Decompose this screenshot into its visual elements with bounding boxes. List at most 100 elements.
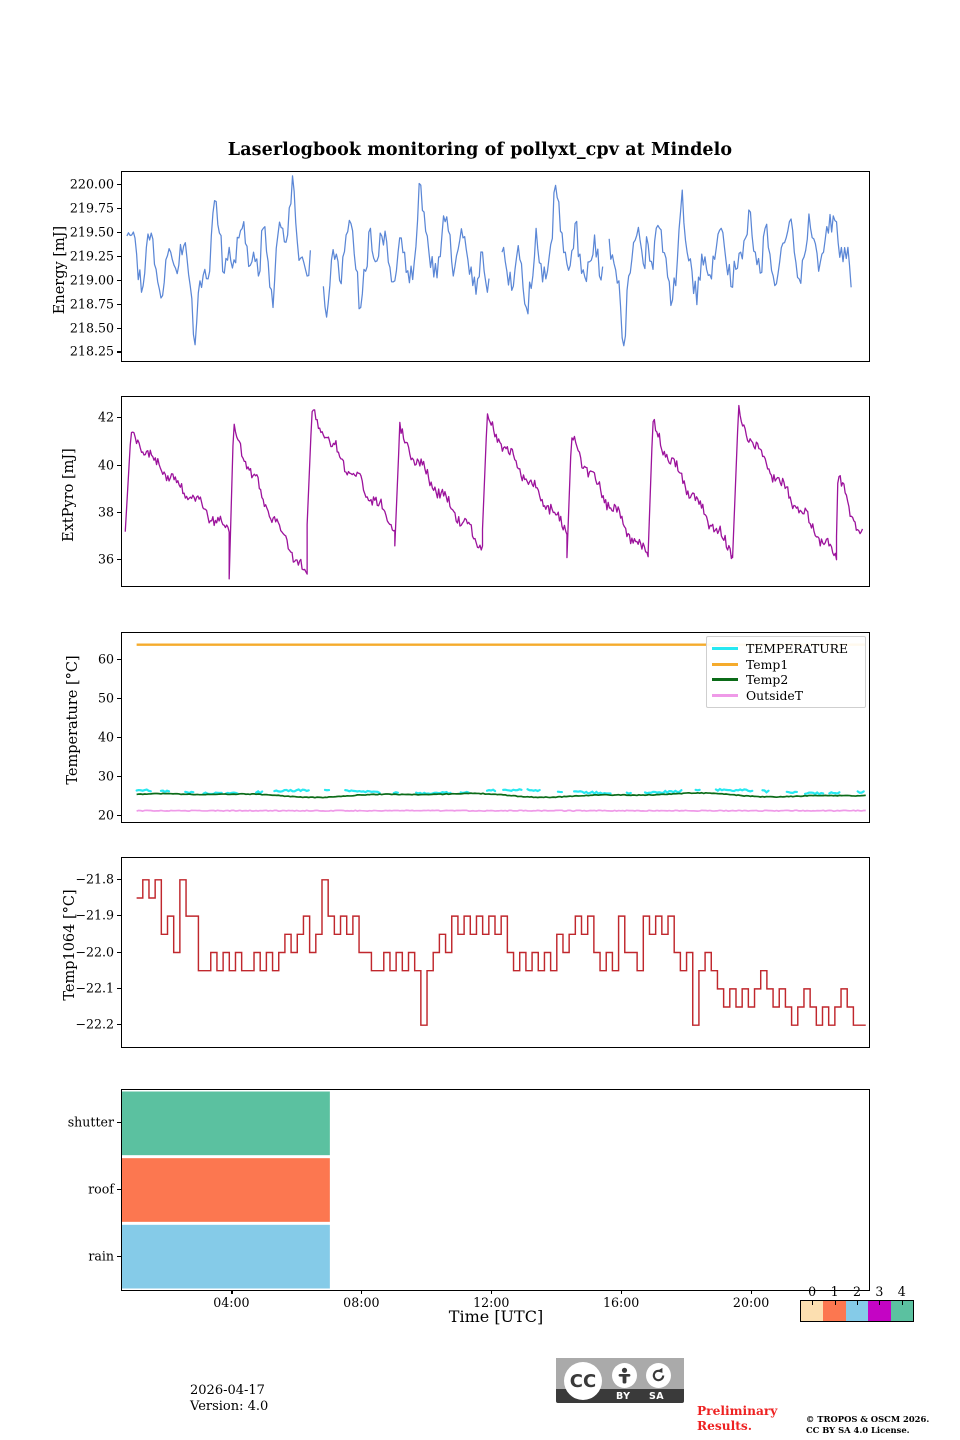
colorbar-tick-label: 2 bbox=[852, 1284, 861, 1299]
x-axis-label: Time [UTC] bbox=[448, 1307, 544, 1326]
ytick-mark bbox=[117, 698, 121, 700]
ytick-mark bbox=[117, 327, 121, 329]
colorbar-tick-label: 0 bbox=[808, 1284, 817, 1299]
temperature-axis-label: Temperature [°C] bbox=[65, 655, 81, 785]
colorbar-segment-0: 0 bbox=[801, 1284, 824, 1321]
ytick-mark bbox=[117, 1255, 121, 1257]
ytick-mark bbox=[117, 915, 121, 917]
xtick-label: 16:00 bbox=[603, 1295, 640, 1310]
xtick-label: 12:00 bbox=[473, 1295, 510, 1310]
legend-label: OutsideT bbox=[746, 687, 803, 703]
legend-label: TEMPERATURE bbox=[746, 641, 849, 657]
ytick-label: 219.00 bbox=[69, 272, 114, 288]
colorbar-tick-mark bbox=[834, 1301, 836, 1305]
ytick-label: 40 bbox=[97, 457, 114, 472]
xtick-mark bbox=[491, 1290, 493, 1294]
xtick-mark bbox=[231, 1290, 233, 1294]
ytick-mark bbox=[117, 951, 121, 953]
footer-date-block: 2026-04-17 Version: 4.0 bbox=[190, 1383, 268, 1415]
ytick-label: 20 bbox=[97, 807, 114, 823]
xtick-mark bbox=[361, 1290, 363, 1294]
legend-item-temp2[interactable]: Temp2 bbox=[712, 672, 858, 688]
ytick-mark bbox=[117, 815, 121, 817]
ytick-mark bbox=[117, 737, 121, 739]
ytick-mark bbox=[117, 987, 121, 989]
temp1064-line-chart bbox=[136, 879, 866, 1026]
ytick-label: 220.00 bbox=[69, 176, 114, 192]
legend-item-temp1[interactable]: Temp1 bbox=[712, 657, 858, 673]
ytick-label: 38 bbox=[97, 504, 114, 520]
ytick-label: −22.1 bbox=[75, 980, 114, 996]
ytick-mark bbox=[117, 1122, 121, 1124]
cc-by-label: BY bbox=[616, 1391, 631, 1402]
preliminary-line-1: Preliminary bbox=[697, 1404, 778, 1418]
legend-item-outsidet[interactable]: OutsideT bbox=[712, 688, 858, 704]
ytick-label: 36 bbox=[97, 551, 114, 567]
ytick-label: −21.9 bbox=[75, 907, 114, 923]
colorbar-tick-label: 1 bbox=[830, 1284, 839, 1299]
legend-item-temperature[interactable]: TEMPERATURE bbox=[712, 641, 858, 657]
ytick-label: 219.25 bbox=[69, 248, 114, 264]
legend-color-swatch bbox=[712, 662, 738, 666]
legend-label: Temp2 bbox=[746, 672, 789, 688]
ytick-mark bbox=[117, 1024, 121, 1026]
ytick-label: 50 bbox=[97, 690, 114, 706]
ytick-label: 40 bbox=[97, 729, 114, 745]
copyright-line-2: CC BY SA 4.0 License. bbox=[806, 1425, 910, 1435]
ytick-mark bbox=[117, 184, 121, 186]
colorbar-segment-3: 3 bbox=[868, 1284, 891, 1321]
cc-logo-icon: CC bbox=[564, 1362, 602, 1400]
colorbar-segment-4: 4 bbox=[890, 1284, 913, 1321]
preliminary-line-2: Results. bbox=[697, 1418, 752, 1433]
colorbar-tick-mark bbox=[856, 1301, 858, 1305]
ytick-mark bbox=[117, 464, 121, 466]
page-title: Laserlogbook monitoring of pollyxt_cpv a… bbox=[227, 140, 733, 160]
ytick-label: 30 bbox=[97, 768, 114, 784]
creative-commons-badge: CC BY SA bbox=[556, 1358, 684, 1403]
ytick-label: −22.2 bbox=[75, 1016, 114, 1032]
colorbar-tick-mark bbox=[879, 1301, 881, 1305]
ytick-label: 219.75 bbox=[69, 200, 114, 216]
legend-color-swatch bbox=[712, 647, 738, 651]
legend-label: Temp1 bbox=[746, 656, 789, 672]
ytick-mark bbox=[117, 878, 121, 880]
ytick-mark bbox=[117, 232, 121, 234]
cc-sa-label: SA bbox=[649, 1391, 664, 1402]
ytick-mark bbox=[117, 776, 121, 778]
colorbar-tick-mark bbox=[812, 1301, 814, 1305]
ytick-mark bbox=[117, 1189, 121, 1191]
cc-sa-share-icon bbox=[646, 1363, 671, 1388]
temperature-legend: TEMPERATURE Temp1 Temp2 OutsideT bbox=[706, 636, 866, 708]
legend-color-swatch bbox=[712, 693, 738, 697]
colorbar-tick-label: 3 bbox=[875, 1284, 884, 1299]
status-plot-panel bbox=[121, 1089, 870, 1291]
cc-by-person-icon bbox=[612, 1363, 637, 1388]
preliminary-results-watermark: Preliminary Results. bbox=[697, 1404, 777, 1433]
extpyro-plot-panel bbox=[121, 396, 870, 587]
ytick-label: −22.0 bbox=[75, 944, 114, 959]
status-heatmap bbox=[122, 1091, 330, 1289]
share-alike-glyph bbox=[652, 1367, 665, 1382]
colorbar-segment-2: 2 bbox=[845, 1284, 869, 1321]
status-row-label-roof: roof bbox=[88, 1181, 114, 1197]
xtick-label: 20:00 bbox=[732, 1295, 770, 1310]
cc-logo-text: CC bbox=[569, 1370, 597, 1392]
xtick-label: 04:00 bbox=[213, 1295, 250, 1310]
ytick-label: 218.50 bbox=[69, 320, 114, 336]
copyright-line-1: © TROPOS & OSCM 2026. bbox=[806, 1414, 930, 1424]
energy-plot-panel bbox=[121, 171, 870, 362]
ytick-mark bbox=[117, 511, 121, 513]
ytick-label: 218.25 bbox=[69, 343, 114, 359]
colorbar-segment-1: 1 bbox=[823, 1284, 846, 1321]
ytick-mark bbox=[117, 351, 121, 353]
ytick-label: 219.50 bbox=[69, 224, 114, 240]
xtick-label: 08:00 bbox=[343, 1295, 380, 1310]
ytick-mark bbox=[117, 208, 121, 210]
energy-line-chart bbox=[126, 175, 852, 347]
status-row-label-shutter: shutter bbox=[67, 1114, 114, 1130]
ytick-mark bbox=[117, 303, 121, 305]
ytick-mark bbox=[117, 255, 121, 258]
ytick-mark bbox=[117, 659, 121, 661]
